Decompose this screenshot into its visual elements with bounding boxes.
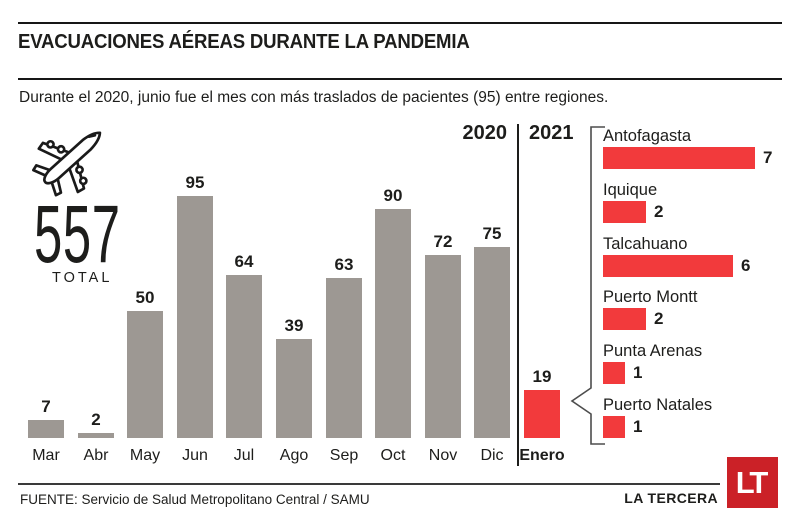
destination-bar-talcahuano (603, 255, 733, 277)
bar-dic (474, 247, 510, 438)
axis-label-jul: Jul (233, 447, 255, 464)
bar-may (127, 311, 163, 438)
total-label: TOTAL (52, 270, 113, 286)
destination-value-antofagasta: 7 (763, 148, 773, 167)
axis-label-ago: Ago (279, 447, 309, 464)
destination-bar-puerto-montt (603, 308, 646, 330)
destination-value-puerto-natales: 1 (633, 417, 643, 436)
bar-value-nov: 72 (433, 232, 453, 251)
destination-value-iquique: 2 (654, 202, 664, 221)
destination-bar-iquique (603, 201, 646, 223)
destination-bar-punta-arenas (603, 362, 625, 384)
lt-logo-text: LT (735, 464, 769, 500)
axis-label-enero: Enero (519, 447, 565, 464)
destination-label-antofagasta: Antofagasta (603, 127, 692, 145)
destination-label-puerto-natales: Puerto Natales (603, 396, 713, 414)
bar-abr (78, 433, 114, 438)
axis-label-may: May (129, 447, 161, 464)
bar-nov (425, 255, 461, 438)
axis-label-oct: Oct (380, 447, 406, 464)
source-note: FUENTE: Servicio de Salud Metropolitano … (20, 492, 370, 507)
lt-logo: LT (727, 457, 778, 508)
year-label-2021: 2021 (529, 122, 574, 144)
bar-mar (28, 420, 64, 438)
total-value: 557 (34, 189, 121, 280)
bar-sep (326, 278, 362, 438)
axis-label-abr: Abr (83, 447, 109, 464)
axis-label-sep: Sep (329, 447, 359, 464)
axis-label-jun: Jun (182, 447, 208, 464)
bar-value-jul: 64 (234, 252, 254, 271)
destination-value-puerto-montt: 2 (654, 309, 664, 328)
bar-enero (524, 390, 560, 438)
bar-value-abr: 2 (91, 410, 101, 429)
bar-value-sep: 63 (334, 255, 354, 274)
brand-name: LA TERCERA (624, 490, 718, 506)
bar-value-may: 50 (135, 288, 155, 307)
bar-value-oct: 90 (383, 186, 403, 205)
airplane-icon (32, 131, 102, 197)
destination-label-iquique: Iquique (603, 181, 658, 199)
bar-jun (177, 196, 213, 438)
bar-value-mar: 7 (41, 397, 51, 416)
year-label-2020: 2020 (462, 122, 508, 144)
footer-rule (18, 483, 720, 485)
header-rule (18, 78, 782, 80)
axis-label-nov: Nov (428, 447, 458, 464)
destination-bar-puerto-natales (603, 416, 625, 438)
subtitle: Durante el 2020, junio fue el mes con má… (19, 89, 609, 106)
year-divider-line (517, 124, 519, 466)
destination-label-puerto-montt: Puerto Montt (603, 288, 698, 306)
axis-label-dic: Dic (480, 447, 504, 464)
destination-bar-antofagasta (603, 147, 755, 169)
bar-value-jun: 95 (185, 173, 205, 192)
destination-label-talcahuano: Talcahuano (603, 235, 688, 253)
bar-value-enero: 19 (532, 367, 552, 386)
bar-ago (276, 339, 312, 438)
bar-value-ago: 39 (284, 316, 304, 335)
bar-jul (226, 275, 262, 438)
bar-oct (375, 209, 411, 438)
top-rule (18, 22, 782, 24)
destination-label-punta-arenas: Punta Arenas (603, 342, 703, 360)
destination-value-talcahuano: 6 (741, 256, 751, 275)
page-title: EVACUACIONES AÉREAS DURANTE LA PANDEMIA (18, 31, 470, 53)
axis-label-mar: Mar (32, 447, 60, 464)
destination-value-punta-arenas: 1 (633, 363, 643, 382)
bar-value-dic: 75 (482, 224, 502, 243)
